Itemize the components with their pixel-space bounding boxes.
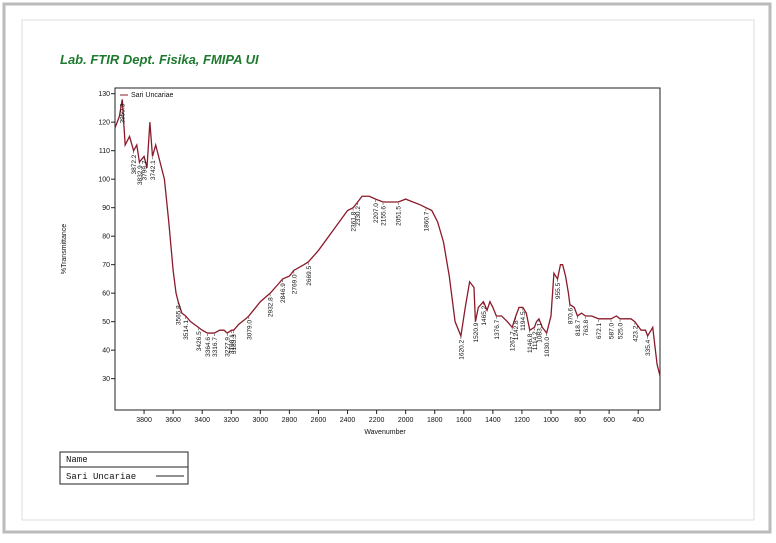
x-tick-label: 3200 xyxy=(223,417,239,424)
x-tick-label: 3800 xyxy=(136,417,152,424)
peak-label: 2669.5 xyxy=(306,265,313,285)
x-axis-label: Wavenumber xyxy=(364,429,406,436)
name-box-header: Name xyxy=(66,455,88,465)
x-tick-label: 2000 xyxy=(398,417,414,424)
peak-label: 763.8 xyxy=(583,320,590,337)
peak-label: 1083.1 xyxy=(536,322,543,342)
peak-label: 1520.9 xyxy=(473,322,480,342)
y-tick-label: 70 xyxy=(102,262,110,269)
y-tick-label: 80 xyxy=(102,234,110,241)
peak-label: 2330.2 xyxy=(355,206,362,226)
peak-label: 3364.6 xyxy=(205,337,212,357)
peak-label: 423.2 xyxy=(632,325,639,342)
peak-label: 870.6 xyxy=(567,308,574,325)
peak-label: 3565.8 xyxy=(176,305,183,325)
y-tick-label: 40 xyxy=(102,348,110,355)
x-tick-label: 800 xyxy=(574,417,586,424)
peak-label: 2846.9 xyxy=(280,283,287,303)
legend-label: Sari Uncariae xyxy=(131,92,174,99)
x-tick-label: 1800 xyxy=(427,417,443,424)
y-tick-label: 30 xyxy=(102,376,110,383)
peak-label: 3799.7 xyxy=(142,160,149,180)
y-tick-label: 50 xyxy=(102,319,110,326)
name-box-entry: Sari Uncariae xyxy=(66,472,136,482)
peak-label: 3872.2 xyxy=(131,154,138,174)
peak-label: 3079.0 xyxy=(246,320,253,340)
x-tick-label: 2400 xyxy=(340,417,356,424)
chart-title: Lab. FTIR Dept. Fisika, FMIPA UI xyxy=(60,52,259,67)
peak-label: 3227.9 xyxy=(225,337,232,357)
peak-label: 525.0 xyxy=(618,322,625,339)
paper xyxy=(21,19,755,521)
peak-label: 3198.1 xyxy=(229,334,236,354)
peak-label: 2932.8 xyxy=(268,297,275,317)
peak-label: 1114.2 xyxy=(532,331,539,350)
name-box xyxy=(59,451,189,485)
peak-label: 672.1 xyxy=(596,322,603,339)
peak-label: 2207.0 xyxy=(373,203,380,223)
x-tick-label: 3400 xyxy=(194,417,210,424)
y-tick-label: 110 xyxy=(99,148,110,155)
x-tick-label: 1200 xyxy=(514,417,530,424)
y-tick-label: 60 xyxy=(102,291,110,298)
peak-label: 2769.0 xyxy=(291,274,298,294)
y-tick-label: 120 xyxy=(98,120,110,127)
spectrum-line xyxy=(114,99,661,376)
x-tick-label: 1600 xyxy=(456,417,472,424)
x-tick-label: 400 xyxy=(632,417,644,424)
peak-label: 1465.2 xyxy=(481,305,488,325)
x-tick-label: 2800 xyxy=(282,417,298,424)
y-tick-label: 90 xyxy=(102,205,110,212)
peak-label: 2155.6 xyxy=(381,206,388,226)
y-tick-label: 130 xyxy=(98,91,110,98)
peak-label: 1030.0 xyxy=(544,337,551,357)
peak-label: 1146.8 xyxy=(527,333,534,353)
peak-label: 3183.3 xyxy=(231,334,238,354)
peak-label: 1242.8 xyxy=(513,320,520,340)
peak-label: 587.0 xyxy=(609,322,616,339)
x-tick-label: 600 xyxy=(603,417,615,424)
plot-frame xyxy=(114,87,661,411)
peak-label: 1620.2 xyxy=(458,339,465,359)
peak-label: 3316.7 xyxy=(212,337,219,357)
peak-label: 1376.7 xyxy=(494,319,501,339)
peak-label: 2361.8 xyxy=(351,211,358,231)
peak-label: 1267.7 xyxy=(510,331,517,351)
peak-label: 3742.1 xyxy=(150,160,157,180)
y-axis-label: %Transmittance xyxy=(61,224,68,274)
peak-label: 2051.5 xyxy=(396,206,403,226)
x-tick-label: 2200 xyxy=(369,417,385,424)
peak-label: 1194.5 xyxy=(520,311,527,331)
x-tick-label: 1400 xyxy=(485,417,501,424)
x-tick-label: 2600 xyxy=(311,417,327,424)
peak-label: 3832.9 xyxy=(137,165,144,185)
y-tick-label: 100 xyxy=(98,177,110,184)
peak-label: 818.7 xyxy=(575,319,582,336)
peak-label: 1860.7 xyxy=(423,211,430,231)
peak-label: 955.5 xyxy=(555,282,562,299)
peak-label: 335.4 xyxy=(645,339,652,356)
peak-label: 3426.5 xyxy=(196,331,203,351)
x-tick-label: 3000 xyxy=(253,417,269,424)
x-tick-label: 3600 xyxy=(165,417,181,424)
x-tick-label: 1000 xyxy=(543,417,559,424)
peak-label: 3950.3 xyxy=(120,103,127,123)
peak-label: 3514.1 xyxy=(183,320,190,340)
